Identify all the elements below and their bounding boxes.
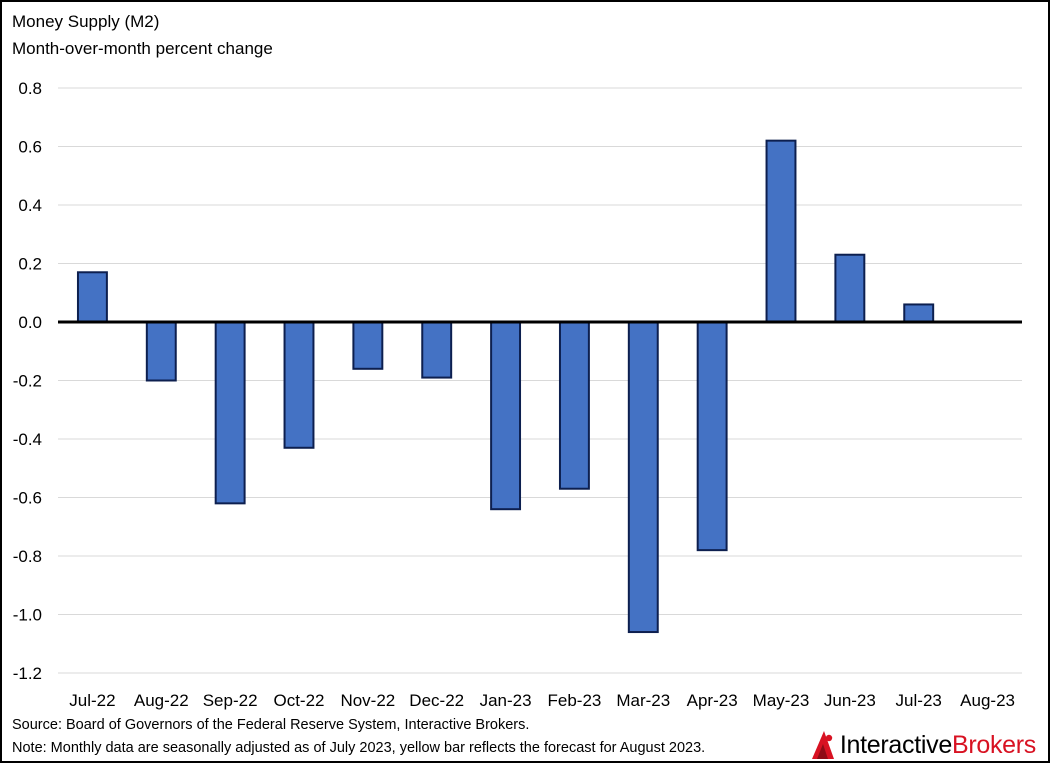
bar-jul-22 [76, 271, 108, 323]
x-tick-label: Jul-22 [69, 691, 115, 710]
x-tick-label: Aug-22 [134, 691, 189, 710]
bar-jan-23 [490, 321, 522, 511]
x-tick-label: Jul-23 [896, 691, 942, 710]
bar-jun-23 [834, 253, 866, 324]
bar-nov-22 [352, 321, 384, 370]
bar-sep-22 [214, 321, 246, 505]
brand-name: InteractiveBrokers [840, 731, 1036, 760]
source-note: Source: Board of Governors of the Federa… [12, 717, 530, 733]
bar-mar-23 [627, 321, 659, 634]
x-tick-label: Feb-23 [547, 691, 601, 710]
y-tick-label: 0.4 [18, 196, 42, 215]
x-tick-label: Aug-23 [960, 691, 1015, 710]
x-tick-label: Jun-23 [824, 691, 876, 710]
y-tick-label: -1.0 [13, 606, 42, 625]
y-tick-label: -0.2 [13, 372, 42, 391]
x-tick-label: Apr-23 [687, 691, 738, 710]
brand-name-part2: Brokers [951, 730, 1036, 759]
bar-aug-22 [145, 321, 177, 382]
bar-oct-22 [283, 321, 315, 449]
bar-jul-23 [903, 303, 935, 324]
x-tick-label: Dec-22 [409, 691, 464, 710]
x-tick-label: Mar-23 [616, 691, 670, 710]
y-tick-label: -0.6 [13, 489, 42, 508]
y-tick-label: 0.8 [18, 79, 42, 98]
footnote: Note: Monthly data are seasonally adjust… [12, 740, 706, 756]
x-tick-label: Sep-22 [203, 691, 258, 710]
interactive-brokers-logo-icon [811, 731, 834, 759]
y-tick-label: -0.4 [13, 430, 42, 449]
brand-name-part1: Interactive [839, 730, 952, 759]
y-tick-label: 0.6 [18, 138, 42, 157]
y-tick-label: -1.2 [13, 664, 42, 683]
chart-title: Money Supply (M2) [12, 12, 160, 31]
y-tick-label: 0.2 [18, 255, 42, 274]
bar-dec-22 [421, 321, 453, 379]
x-tick-label: Nov-22 [340, 691, 395, 710]
x-tick-label: May-23 [753, 691, 810, 710]
y-tick-label: -0.8 [13, 547, 42, 566]
brand-logo: InteractiveBrokers [810, 729, 1036, 761]
bar-apr-23 [696, 321, 728, 552]
x-tick-label: Jan-23 [480, 691, 532, 710]
bar-feb-23 [558, 321, 590, 490]
bar-may-23 [765, 139, 797, 323]
chart-subtitle: Month-over-month percent change [12, 39, 273, 58]
x-tick-label: Oct-22 [273, 691, 324, 710]
y-tick-label: 0.0 [18, 313, 42, 332]
